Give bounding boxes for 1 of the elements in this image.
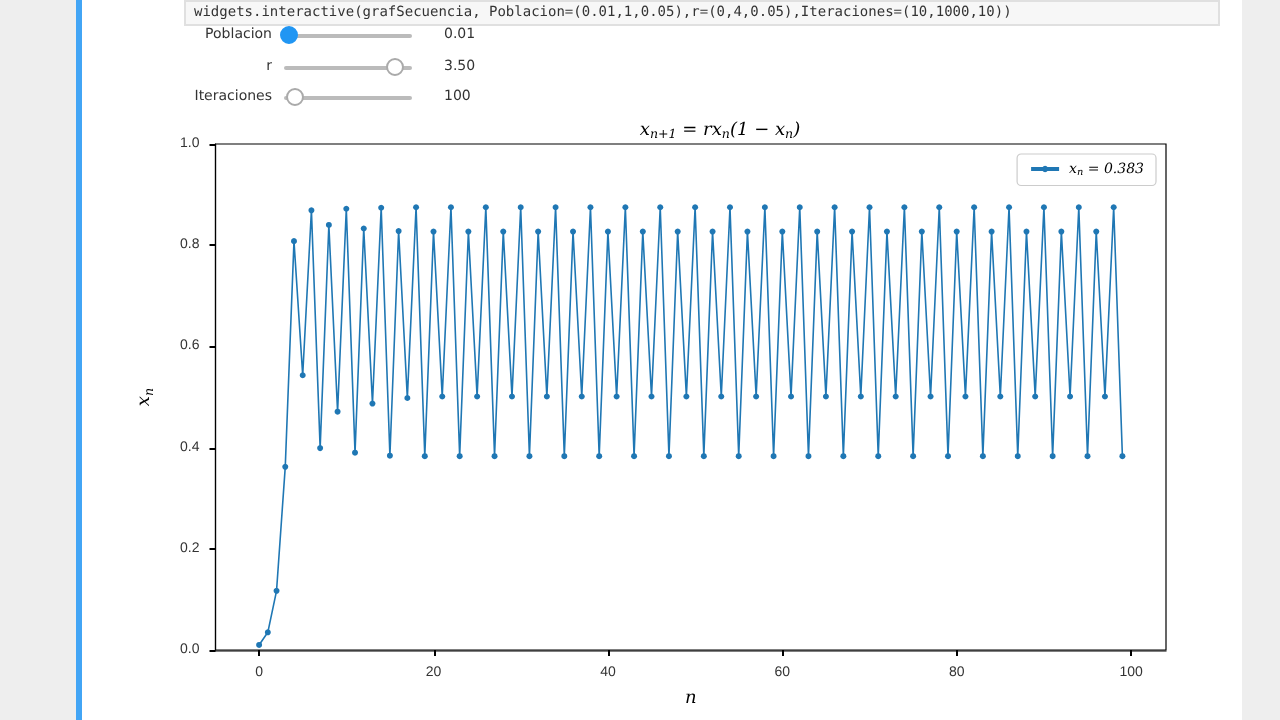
x-axis-title: n xyxy=(684,688,697,709)
